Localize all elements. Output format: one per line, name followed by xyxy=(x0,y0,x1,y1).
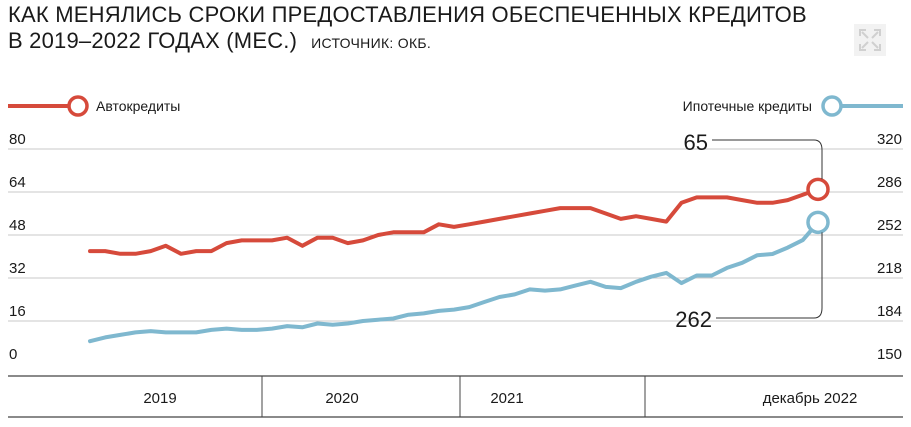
left-tick-label: 32 xyxy=(9,260,26,277)
left-axis: 80 64 48 32 16 0 xyxy=(9,131,26,363)
right-tick-label: 286 xyxy=(877,174,902,191)
left-tick-label: 16 xyxy=(9,303,26,320)
callout-value-auto: 65 xyxy=(684,130,708,155)
x-tick-label: 2020 xyxy=(325,390,358,407)
title-line-1: КАК МЕНЯЛИСЬ СРОКИ ПРЕДОСТАВЛЕНИЯ ОБЕСПЕ… xyxy=(8,2,807,27)
right-tick-label: 150 xyxy=(877,346,902,363)
expand-icon[interactable] xyxy=(854,24,886,56)
series-lines xyxy=(88,177,830,344)
x-tick-label: 2021 xyxy=(490,390,523,407)
legend-label-mortgage: Ипотечные кредиты xyxy=(683,98,812,114)
end-callouts: 65 262 xyxy=(675,130,823,332)
callout-leader-mortgage xyxy=(716,232,823,319)
legend: Автокредиты Ипотечные кредиты xyxy=(8,95,903,117)
grid-lines xyxy=(8,148,903,322)
left-tick-label: 64 xyxy=(9,174,26,191)
x-tick-label: декабрь 2022 xyxy=(763,390,858,407)
series-line-auto xyxy=(88,187,820,256)
callout-leader-auto xyxy=(712,139,823,180)
end-marker-auto xyxy=(806,177,830,202)
legend-label-auto: Автокредиты xyxy=(96,98,180,114)
chart-title: КАК МЕНЯЛИСЬ СРОКИ ПРЕДОСТАВЛЕНИЯ ОБЕСПЕ… xyxy=(8,2,828,56)
right-tick-label: 218 xyxy=(877,260,902,277)
end-marker-mortgage xyxy=(806,210,830,235)
callout-value-mortgage: 262 xyxy=(675,307,712,332)
legend-marker-auto xyxy=(67,95,89,117)
left-tick-label: 48 xyxy=(9,217,26,234)
x-axis: 2019 2020 2021 декабрь 2022 xyxy=(8,375,903,418)
source-note: ИСТОЧНИК: ОКБ. xyxy=(311,35,432,51)
left-tick-label: 80 xyxy=(9,131,26,148)
right-axis: 320 286 252 218 184 150 xyxy=(877,131,902,363)
series-line-mortgage xyxy=(88,220,820,344)
left-tick-label: 0 xyxy=(9,346,17,363)
legend-marker-mortgage xyxy=(821,95,843,117)
right-tick-label: 184 xyxy=(877,303,902,320)
right-tick-label: 252 xyxy=(877,217,902,234)
right-tick-label: 320 xyxy=(877,131,902,148)
x-tick-label: 2019 xyxy=(143,390,176,407)
title-line-2: В 2019–2022 ГОДАХ (МЕС.) xyxy=(8,28,298,53)
